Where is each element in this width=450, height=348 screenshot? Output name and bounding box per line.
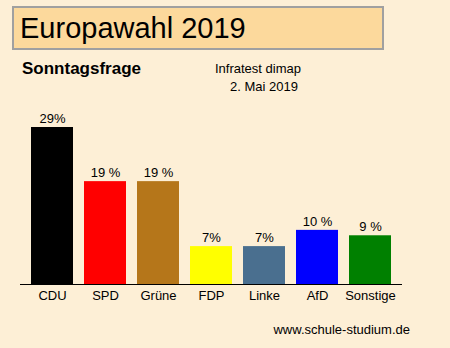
svg-text:7%: 7% xyxy=(255,230,274,245)
svg-text:29%: 29% xyxy=(39,111,65,126)
svg-text:Sonstige: Sonstige xyxy=(345,288,396,303)
svg-text:10 %: 10 % xyxy=(303,214,333,229)
svg-text:SPD: SPD xyxy=(92,288,119,303)
svg-text:CDU: CDU xyxy=(38,288,66,303)
svg-text:19 %: 19 % xyxy=(91,165,121,180)
html-text:Europawahl 2019: Europawahl 2019 xyxy=(20,12,246,44)
svg-text:Linke: Linke xyxy=(249,288,280,303)
svg-text:7%: 7% xyxy=(202,230,221,245)
html-text:Infratest dimap: Infratest dimap xyxy=(215,61,301,76)
svg-text:AfD: AfD xyxy=(307,288,329,303)
svg-text:FDP: FDP xyxy=(199,288,225,303)
html-text:2. Mai 2019: 2. Mai 2019 xyxy=(230,79,298,94)
svg-text:9 %: 9 % xyxy=(359,219,382,234)
html-text:www.schule-studium.de: www.schule-studium.de xyxy=(273,322,410,337)
svg-text:Grüne: Grüne xyxy=(140,288,176,303)
svg-text:19 %: 19 % xyxy=(144,165,174,180)
html-text:Sonntagsfrage: Sonntagsfrage xyxy=(22,59,141,78)
